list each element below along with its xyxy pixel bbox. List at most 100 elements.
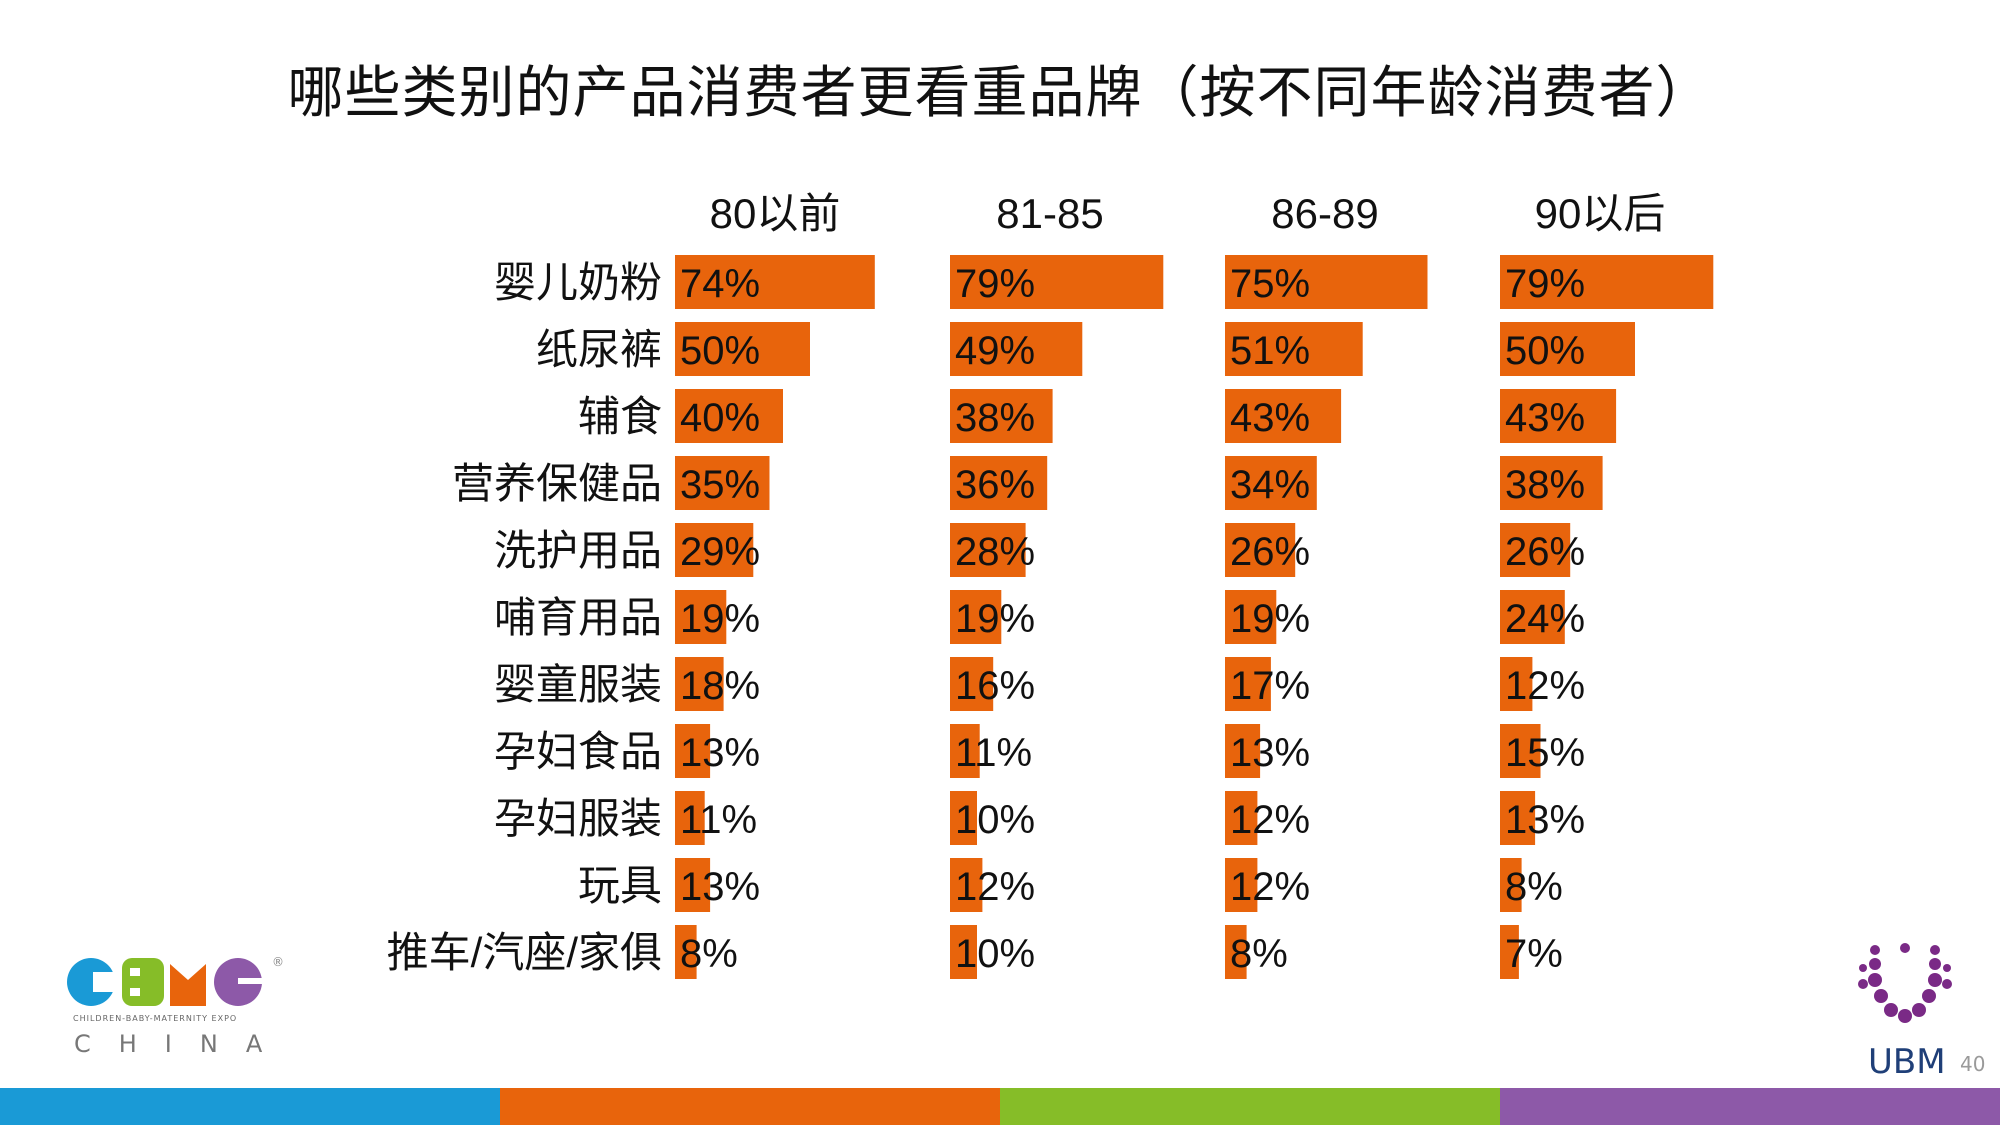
bar [675, 791, 705, 845]
bar [1225, 456, 1317, 510]
bar [1500, 657, 1533, 711]
bar [675, 322, 810, 376]
page-title: 哪些类别的产品消费者更看重品牌（按不同年龄消费者） [287, 61, 1713, 126]
bar [1225, 590, 1277, 644]
category-label: 推车/汽座/家俱 [387, 929, 662, 976]
category-label: 洗护用品 [494, 527, 662, 574]
data-label: 16% [955, 664, 1035, 708]
bar [1500, 791, 1536, 845]
data-label: 26% [1230, 530, 1310, 574]
bar [675, 590, 727, 644]
data-label: 19% [680, 597, 760, 641]
bar [1500, 456, 1603, 510]
data-label: 79% [1505, 262, 1585, 306]
bar [1225, 322, 1363, 376]
series-header: 81-85 [996, 190, 1103, 237]
registered-mark: ® [272, 955, 284, 969]
data-label: 50% [680, 329, 760, 373]
bar [675, 657, 724, 711]
bar [675, 925, 697, 979]
cbme-tagline: CHINA [74, 1030, 291, 1058]
data-label: 43% [1505, 396, 1585, 440]
data-label: 10% [955, 932, 1035, 976]
data-label: 11% [955, 731, 1032, 775]
bar [1500, 724, 1541, 778]
data-label: 18% [680, 664, 760, 708]
bar [950, 456, 1048, 510]
data-label: 12% [1230, 865, 1310, 909]
data-label: 7% [1505, 932, 1563, 976]
data-label: 74% [680, 262, 760, 306]
series-header: 80以前 [710, 190, 841, 237]
bar [950, 255, 1164, 309]
category-label: 婴儿奶粉 [494, 259, 662, 306]
bar [1500, 590, 1565, 644]
data-label: 13% [680, 731, 760, 775]
data-label: 40% [680, 396, 760, 440]
bar [675, 389, 783, 443]
footer-stripe-purple [1500, 1088, 2000, 1125]
bar [950, 724, 980, 778]
data-label: 24% [1505, 597, 1585, 641]
bar [1500, 523, 1571, 577]
bar [950, 389, 1053, 443]
footer-stripe-blue [0, 1088, 500, 1125]
bar [1500, 255, 1714, 309]
data-label: 12% [1230, 798, 1310, 842]
bar [950, 791, 977, 845]
page-number: 40 [1960, 1052, 1986, 1076]
data-label: 38% [955, 396, 1035, 440]
data-label: 34% [1230, 463, 1310, 507]
category-label: 婴童服装 [494, 661, 662, 708]
data-label: 8% [1230, 932, 1288, 976]
data-label: 35% [680, 463, 760, 507]
bar [1500, 389, 1617, 443]
data-label: 11% [680, 798, 757, 842]
data-label: 50% [1505, 329, 1585, 373]
bar [950, 322, 1083, 376]
category-label: 辅食 [578, 393, 662, 440]
data-label: 38% [1505, 463, 1585, 507]
bar [675, 456, 770, 510]
data-label: 75% [1230, 262, 1310, 306]
footer-stripe-orange [500, 1088, 1000, 1125]
bar [950, 657, 994, 711]
footer-stripe-green [1000, 1088, 1500, 1125]
data-label: 12% [955, 865, 1035, 909]
data-label: 51% [1230, 329, 1310, 373]
bar [1225, 523, 1296, 577]
bar [950, 925, 977, 979]
category-label: 纸尿裤 [536, 326, 662, 373]
bar [675, 724, 711, 778]
data-label: 13% [1505, 798, 1585, 842]
series-header: 86-89 [1271, 190, 1378, 237]
ubm-logo-mark [1858, 943, 1952, 1023]
bar [1225, 858, 1258, 912]
data-label: 8% [680, 932, 738, 976]
bar-chart: 80以前 81-85 86-89 90以后婴儿奶粉纸尿裤辅食营养保健品洗护用品哺育用品… [387, 190, 1714, 979]
bar [1225, 389, 1342, 443]
bar [675, 523, 754, 577]
data-label: 36% [955, 463, 1035, 507]
bar [1225, 791, 1258, 845]
bar [950, 858, 983, 912]
data-label: 13% [680, 865, 760, 909]
cbme-logo: ® [67, 955, 284, 1006]
category-label: 哺育用品 [494, 594, 662, 641]
cbme-subtitle: CHILDREN-BABY-MATERNITY EXPO [73, 1014, 238, 1023]
data-label: 19% [955, 597, 1035, 641]
bar [1225, 925, 1247, 979]
data-label: 79% [955, 262, 1035, 306]
data-label: 26% [1505, 530, 1585, 574]
bar [950, 523, 1026, 577]
data-label: 43% [1230, 396, 1310, 440]
bar [1225, 657, 1271, 711]
bar [1500, 858, 1522, 912]
data-label: 10% [955, 798, 1035, 842]
data-label: 15% [1505, 731, 1585, 775]
bar [1225, 724, 1261, 778]
data-label: 49% [955, 329, 1035, 373]
data-label: 29% [680, 530, 760, 574]
bar [675, 255, 875, 309]
data-label: 17% [1230, 664, 1310, 708]
